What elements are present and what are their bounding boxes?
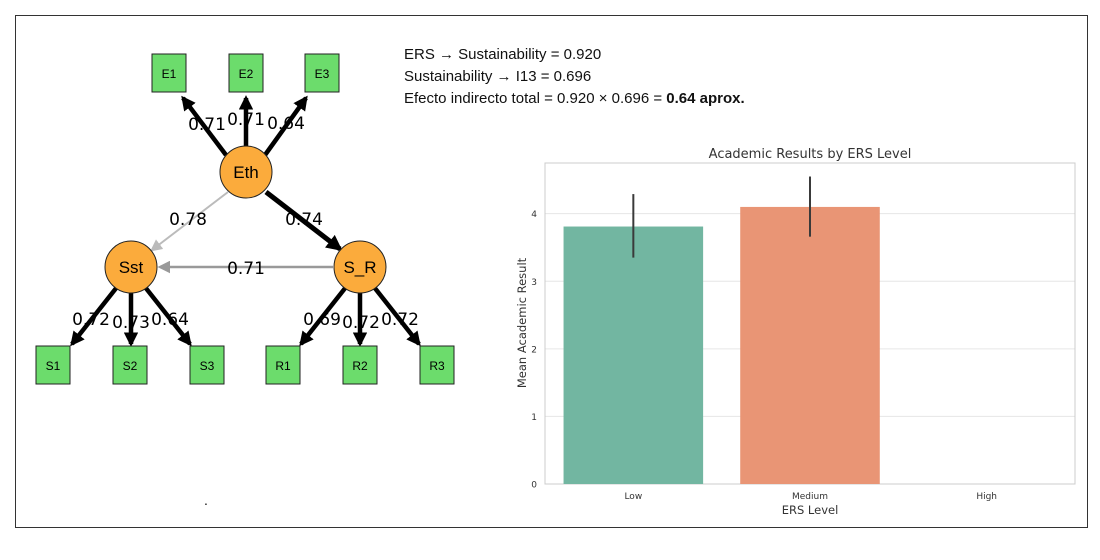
chart-ylabel: Mean Academic Result [515,257,529,388]
chart-title: Academic Results by ERS Level [709,147,912,162]
indicator-e3: E3 [304,53,340,93]
path-eth-e3 [263,95,308,157]
path-eth-sr [264,190,343,251]
path-sr-r1 [299,285,348,347]
latent-eth-label: Eth [233,163,259,182]
loading-s2: 0.73 [112,313,150,333]
chart-xlabel: ERS Level [782,503,839,517]
bar-low [563,226,704,484]
path-sr-r3 [372,285,421,347]
figure-frame [15,15,1088,528]
note-line-1: ERS → Sustainability = 0.920 [404,46,602,63]
indicator-r1-label: R1 [275,359,291,373]
indicator-e2-label: E2 [239,67,254,81]
chart-bars [563,176,880,484]
indicator-s1-label: S1 [46,359,61,373]
loading-r2: 0.72 [342,313,380,333]
loading-e2: 0.71 [227,110,265,130]
note-line-3-bold: 0.64 aprox. [666,90,745,107]
indicator-r1: R1 [265,345,301,385]
bar-medium [740,206,880,484]
y-tick-label-3: 3 [531,278,537,288]
loading-r3: 0.72 [381,310,419,330]
latent-node-sst: Sst [104,240,158,294]
loading-r1: 0.69 [303,310,341,330]
x-tick-label-medium: Medium [792,492,828,502]
y-tick-label-1: 1 [531,413,537,423]
y-tick-label-2: 2 [531,345,537,355]
indicator-s3: S3 [189,345,225,385]
loading-e1: 0.71 [188,115,226,135]
sem-diagram: E1 E2 E3 S1 S2 S3 R1 R2 R3 Eth Sst S_R 0… [35,53,455,385]
path-sst-s3 [143,285,192,347]
indicator-s1: S1 [35,345,71,385]
loading-s1: 0.72 [72,310,110,330]
note-line-3: Efecto indirecto total = 0.920 × 0.696 =… [404,88,745,110]
indicator-e2: E2 [228,53,264,93]
latent-node-sr: S_R [333,240,387,294]
indicator-r3: R3 [419,345,455,385]
indicator-s2: S2 [112,345,148,385]
indicator-s2-label: S2 [123,359,138,373]
coef-eth-sst: 0.78 [169,210,207,230]
note-line-3-text: Efecto indirecto total = 0.920 × 0.696 = [404,90,667,107]
footer-mark: . [204,492,208,508]
latent-sst-label: Sst [119,258,144,277]
coef-sr-sst: 0.71 [227,259,265,279]
indicator-e3-label: E3 [315,67,330,81]
chart-ticks: 0 1 2 3 4 Low Medium High [531,210,997,502]
x-tick-label-high: High [976,492,997,502]
latent-node-eth: Eth [219,145,273,199]
indicator-e1: E1 [151,53,187,93]
indicator-r3-label: R3 [429,359,445,373]
effects-notes: ERS → Sustainability = 0.920 Sustainabil… [404,44,745,110]
indicator-r2-label: R2 [352,359,368,373]
path-sst-s1 [70,285,119,347]
coef-eth-sr: 0.74 [285,210,323,230]
loading-e3: 0.64 [267,114,305,134]
latent-sr-label: S_R [343,258,376,277]
indicator-e1-label: E1 [162,67,177,81]
loading-s3: 0.64 [151,310,189,330]
indicator-r2: R2 [342,345,378,385]
path-eth-e1 [181,95,228,157]
path-eth-sst [150,191,229,252]
note-line-2: Sustainability → I13 = 0.696 [404,68,592,85]
y-tick-label-0: 0 [531,481,537,491]
x-tick-label-low: Low [624,492,642,502]
indicator-s3-label: S3 [200,359,215,373]
y-tick-label-4: 4 [531,210,537,220]
